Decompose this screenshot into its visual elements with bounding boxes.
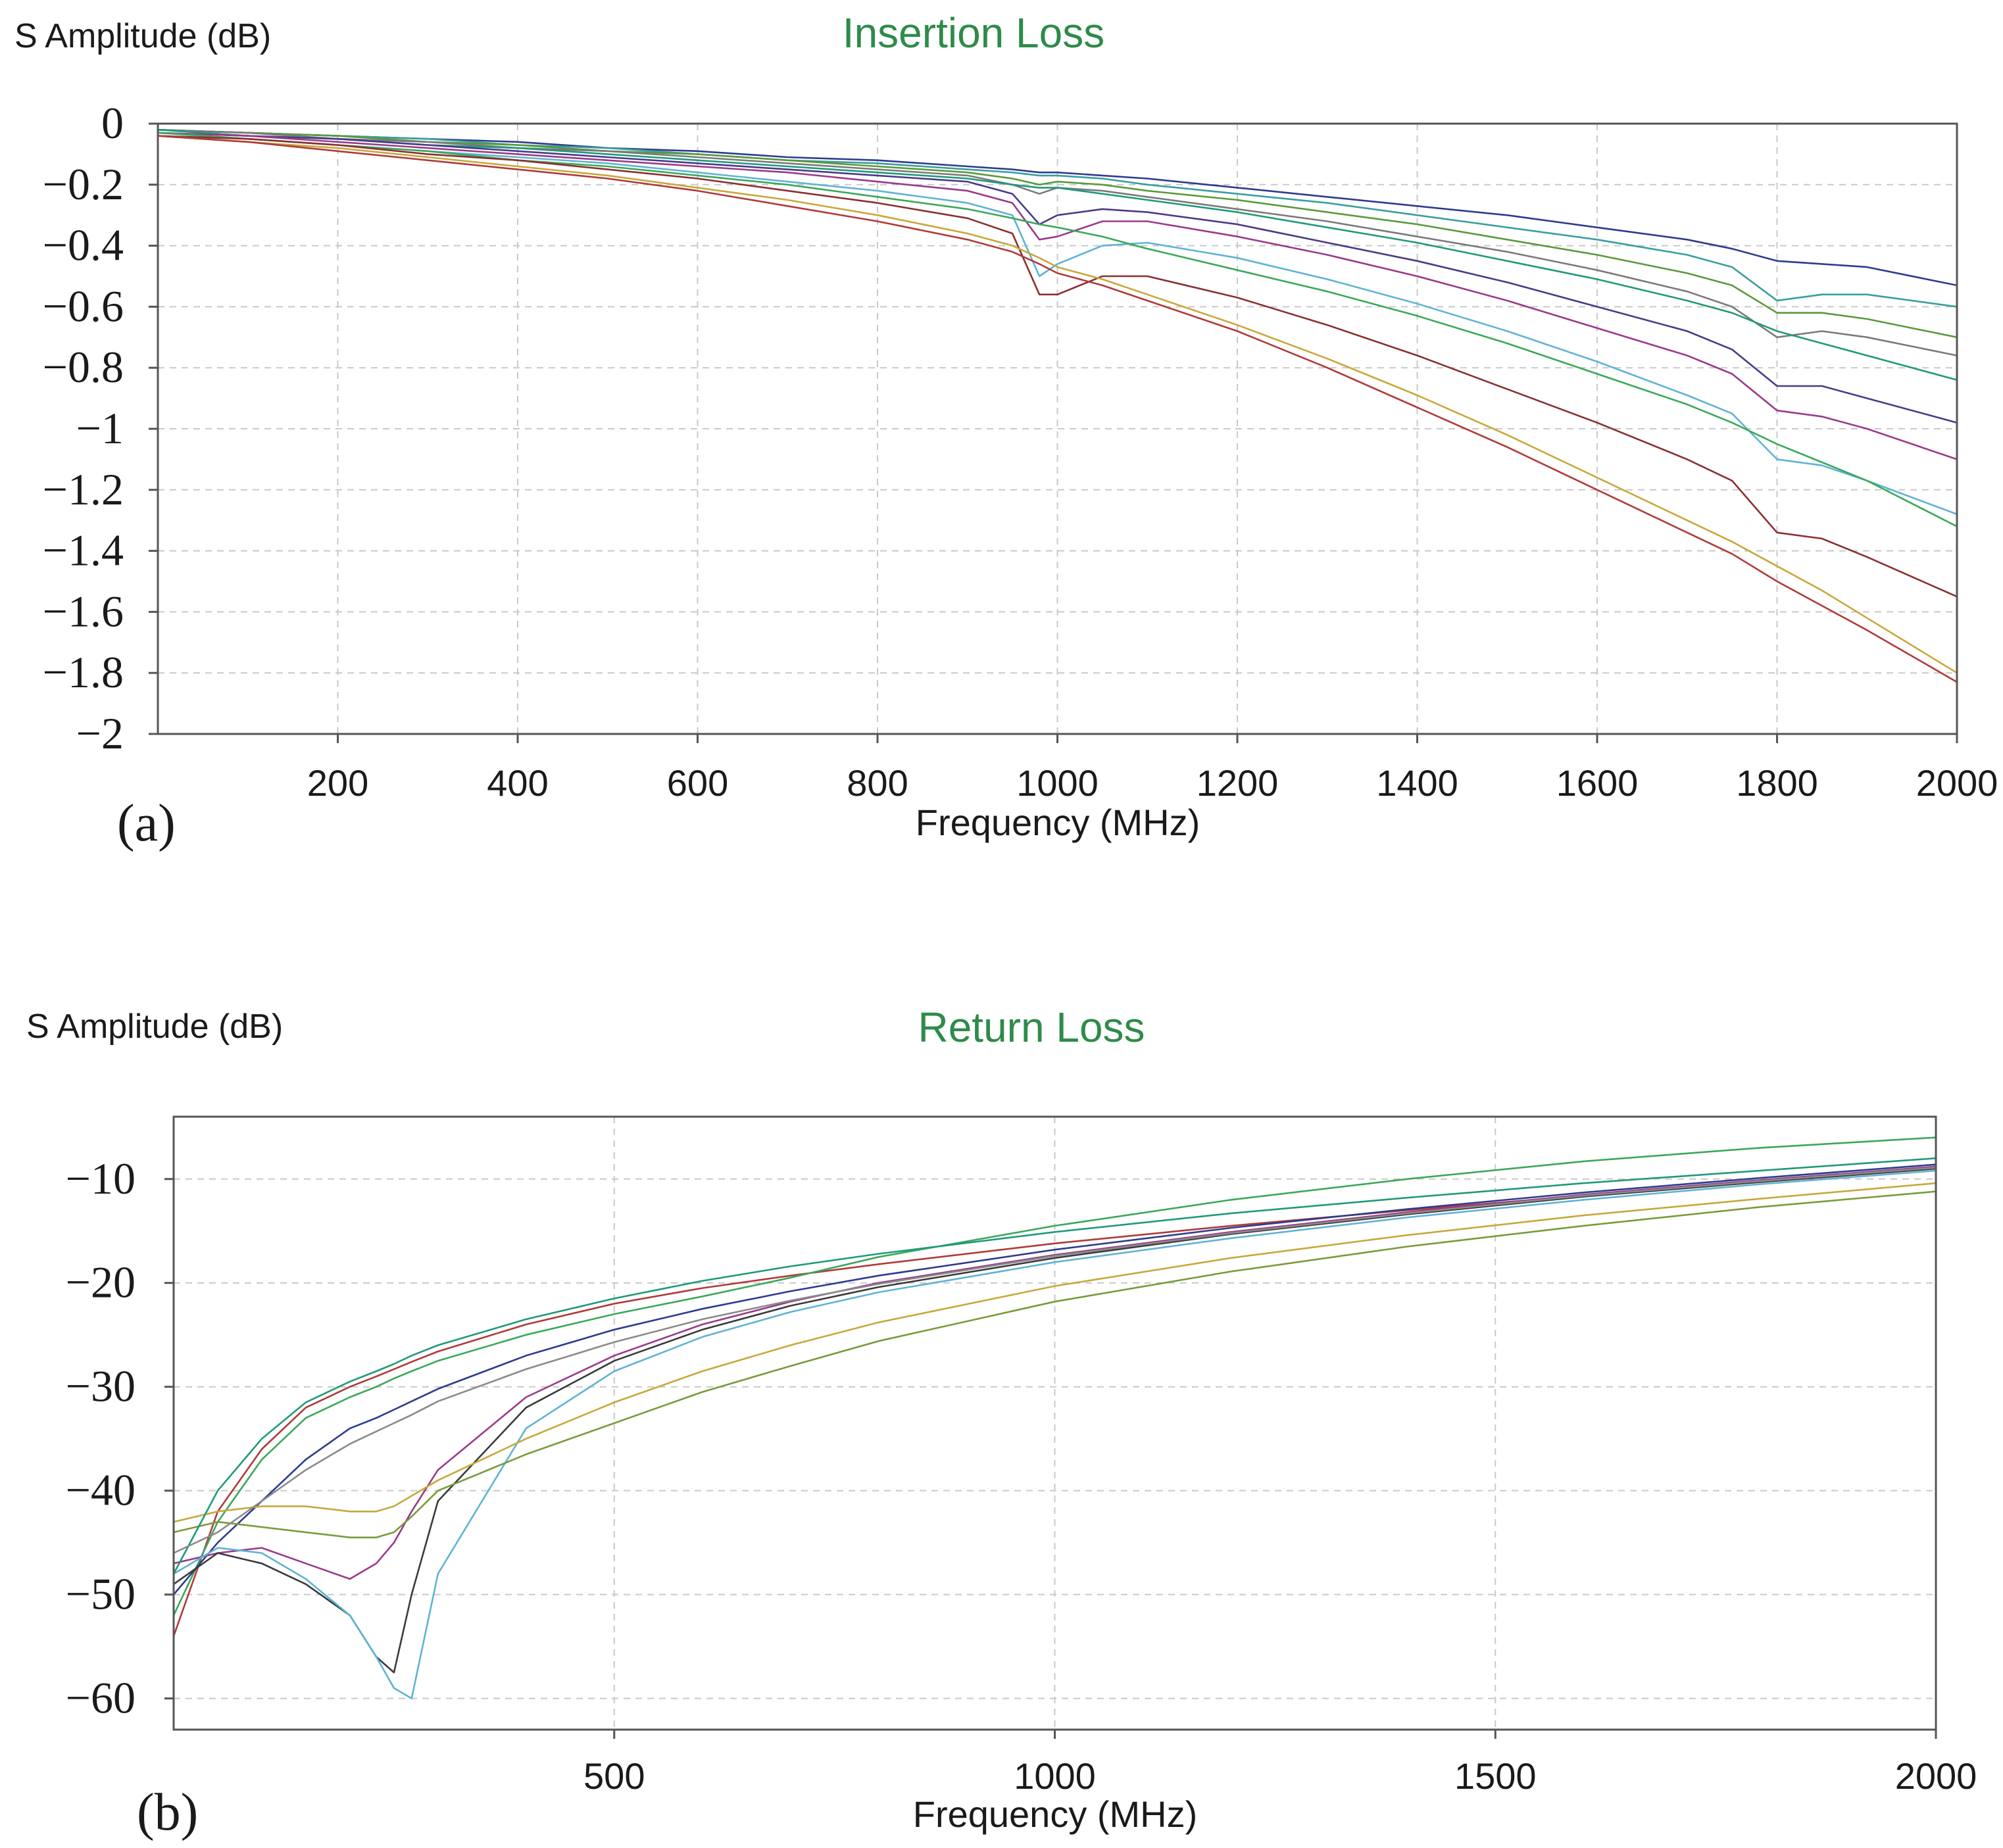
y-tick-label: −20 bbox=[66, 1257, 136, 1307]
x-tick-label: 600 bbox=[667, 762, 728, 804]
y-tick-label: −50 bbox=[66, 1569, 136, 1619]
y-tick-label: −1.4 bbox=[43, 525, 124, 575]
series-line-5 bbox=[173, 1167, 1937, 1674]
chart-title: Insertion Loss bbox=[843, 9, 1104, 57]
series-line-10 bbox=[157, 135, 1958, 598]
y-tick-label: −0.2 bbox=[43, 159, 124, 209]
series-line-5 bbox=[157, 129, 1958, 381]
series-line-10 bbox=[173, 1167, 1937, 1554]
series-line-11 bbox=[157, 135, 1958, 674]
series-group bbox=[157, 129, 1958, 683]
y-tick-label: −10 bbox=[66, 1154, 136, 1204]
axis-ticks: 500 1000 1500 2000 −10 −20 −30 −40 −50 −60 bbox=[66, 1154, 1977, 1797]
series-line-12 bbox=[157, 135, 1958, 683]
x-tick-label: 400 bbox=[487, 762, 548, 804]
x-axis-title: Frequency (MHz) bbox=[916, 802, 1200, 843]
x-tick-label: 500 bbox=[583, 1755, 645, 1797]
grid bbox=[158, 124, 1957, 734]
y-tick-label: −1.6 bbox=[43, 586, 124, 636]
panel-label: (b) bbox=[137, 1784, 198, 1841]
y-axis-title: S Amplitude (dB) bbox=[26, 1008, 283, 1046]
x-tick-label: 1800 bbox=[1736, 762, 1818, 804]
y-tick-label: −1.8 bbox=[43, 647, 124, 697]
chart-title: Return Loss bbox=[918, 1004, 1145, 1051]
series-line-2 bbox=[172, 1136, 1937, 1616]
y-axis-title: S Amplitude (dB) bbox=[14, 17, 271, 55]
series-line-6 bbox=[157, 132, 1958, 424]
x-tick-label: 2000 bbox=[1916, 762, 1998, 804]
y-tick-label: −2 bbox=[76, 708, 124, 758]
series-line-4 bbox=[173, 1165, 1937, 1580]
series-line-1 bbox=[157, 129, 1958, 287]
series-group bbox=[172, 1136, 1937, 1699]
series-line-3 bbox=[173, 1163, 1937, 1595]
y-tick-label: 0 bbox=[101, 98, 124, 148]
series-line-8 bbox=[173, 1190, 1937, 1539]
insertion-loss-chart: S Amplitude (dB) Insertion Loss 200 400 60… bbox=[14, 9, 1998, 852]
x-tick-label: 1600 bbox=[1556, 762, 1639, 804]
y-tick-label: −30 bbox=[66, 1361, 136, 1411]
series-line-9 bbox=[172, 1157, 1937, 1574]
x-tick-label: 2000 bbox=[1895, 1755, 1977, 1797]
grid bbox=[174, 1117, 1936, 1730]
y-tick-label: −0.4 bbox=[43, 220, 124, 270]
x-axis-title: Frequency (MHz) bbox=[913, 1793, 1198, 1835]
return-loss-chart: S Amplitude (dB) Return Loss 500 1000 1500… bbox=[26, 1004, 1977, 1841]
y-tick-label: −0.6 bbox=[43, 281, 124, 331]
y-tick-label: −1 bbox=[76, 403, 124, 453]
x-tick-label: 800 bbox=[847, 762, 908, 804]
x-tick-label: 1000 bbox=[1016, 762, 1099, 804]
y-tick-label: −40 bbox=[66, 1465, 136, 1515]
x-tick-label: 1200 bbox=[1197, 762, 1279, 804]
series-line-3 bbox=[157, 129, 1958, 339]
y-tick-label: −0.8 bbox=[43, 342, 124, 392]
y-tick-label: −60 bbox=[66, 1673, 136, 1723]
x-tick-label: 1400 bbox=[1376, 762, 1458, 804]
y-tick-label: −1.2 bbox=[43, 464, 124, 514]
series-line-6 bbox=[173, 1169, 1937, 1699]
series-line-7 bbox=[173, 1182, 1937, 1523]
x-tick-label: 1500 bbox=[1454, 1755, 1537, 1797]
series-line-7 bbox=[157, 132, 1958, 460]
x-tick-label: 200 bbox=[307, 762, 368, 804]
series-line-8 bbox=[157, 132, 1958, 516]
panel-label: (a) bbox=[117, 794, 176, 852]
axis-ticks: 200 400 600 800 1000 1200 1400 1600 1800 2000 0 −0.… bbox=[43, 98, 1998, 804]
x-tick-label: 1000 bbox=[1014, 1755, 1096, 1797]
